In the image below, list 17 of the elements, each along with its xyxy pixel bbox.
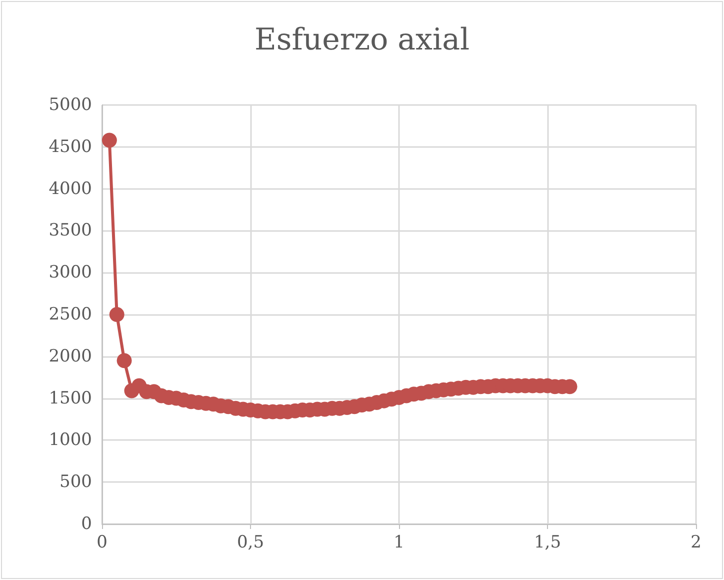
y-tick-label: 4500 <box>48 136 92 157</box>
y-tick-label: 0 <box>81 514 92 534</box>
x-tick-label: 2 <box>690 532 702 552</box>
y-tick-label: 5000 <box>48 95 92 115</box>
y-tick-label: 4000 <box>48 178 92 199</box>
chart-title: Esfuerzo axial <box>254 22 470 58</box>
y-tick-label: 2000 <box>48 346 92 366</box>
y-tick-label: 500 <box>60 472 92 492</box>
y-tick-label: 3500 <box>48 220 92 241</box>
x-tick-label: 1 <box>394 532 404 552</box>
x-tick-label: 1,5 <box>534 532 562 552</box>
x-tick-label: 0 <box>96 532 108 552</box>
y-tick-label: 3000 <box>48 262 92 283</box>
y-tick-label: 1000 <box>48 430 92 450</box>
y-tick-label: 1500 <box>48 388 92 408</box>
y-tick-label: 2500 <box>48 304 92 324</box>
x-tick-label: 0,5 <box>236 532 264 552</box>
